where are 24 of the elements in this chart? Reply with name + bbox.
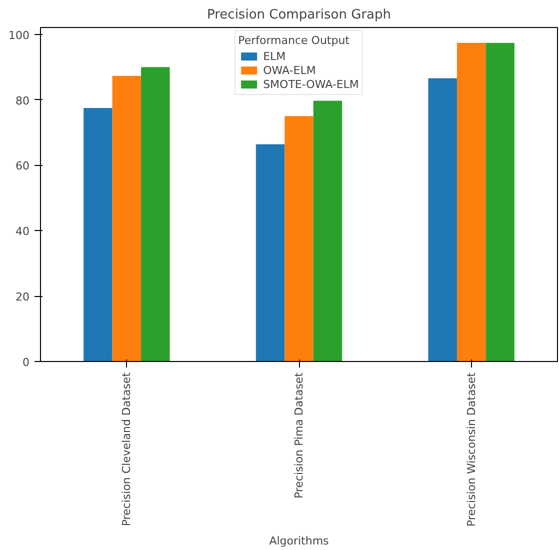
x-tick-label: Precision Wisconsin Dataset [464,372,478,527]
bar [256,144,285,362]
bar [428,78,457,362]
y-tick-label: 40 [16,225,30,238]
bar [112,76,142,362]
y-tick-label: 80 [16,94,30,108]
bar [84,108,112,362]
y-tick-label: 60 [16,160,30,173]
x-tick-label: Precision Cleveland Dataset [120,372,134,526]
y-tick-label: 100 [8,28,30,42]
x-axis-title: Algorithms [269,534,330,548]
legend-title: Performance Output [238,34,350,47]
x-tick-label: Precision Pima Dataset [292,372,306,499]
bar [141,67,170,362]
bar [456,42,486,362]
chart-title: Precision Comparison Graph [207,8,391,22]
y-tick-label: 20 [16,290,30,304]
bar [486,42,514,362]
y-tick-label: 0 [22,356,30,369]
legend-label: ELM [263,49,286,63]
bar [284,116,314,362]
legend-label: SMOTE-OWA-ELM [263,77,359,91]
bar [313,100,342,362]
legend-label: OWA-ELM [263,63,316,77]
